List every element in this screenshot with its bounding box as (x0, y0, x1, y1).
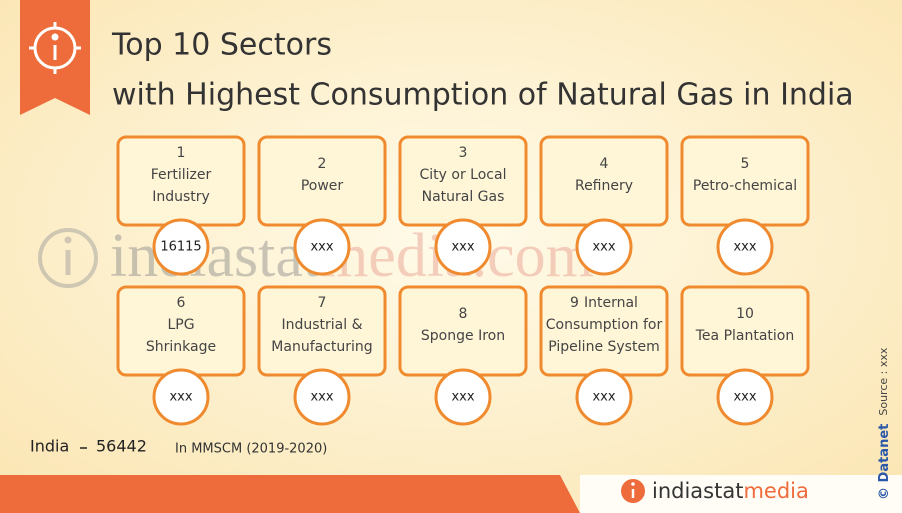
footer-bar (0, 475, 580, 513)
sector-rank: 6 (177, 295, 186, 311)
sector-value: xxx (451, 390, 474, 405)
sector-label: Refinery (575, 178, 633, 194)
sector-label: Fertilizer (151, 167, 212, 183)
sector-label: Tea Plantation (695, 328, 795, 344)
sector-rank: 8 (459, 306, 468, 322)
sector-label: Power (301, 178, 344, 194)
value-circle (152, 218, 210, 276)
sector-rank: 7 (318, 295, 327, 311)
sector-rank: 9 (570, 295, 579, 311)
total-label: India (30, 437, 69, 456)
sector-label: Industry (152, 189, 210, 205)
title-line: with Highest Consumption of Natural Gas … (112, 78, 854, 113)
sector-rank: 4 (600, 156, 609, 172)
sector-label: Industrial & (281, 317, 362, 333)
sector-value: 16115 (160, 240, 201, 255)
side-text: © Datanet Source : xxx (877, 347, 892, 500)
sector-label: LPG (167, 317, 194, 333)
sector-label: Pipeline System (548, 339, 659, 355)
value-circle (575, 218, 633, 276)
sector-value: xxx (733, 240, 756, 255)
sector-value: xxx (592, 240, 615, 255)
sector-label: Natural Gas (422, 189, 505, 205)
sector-label: Manufacturing (271, 339, 372, 355)
value-circle (293, 368, 351, 426)
title-line: Top 10 Sectors (111, 28, 332, 63)
sector-label: Consumption for (546, 317, 663, 333)
sector-grid: 1 Fertilizer Industry 16115 2 Power xxx 3 City o… (116, 135, 810, 426)
sector-value: xxx (310, 390, 333, 405)
logo-part: media (743, 479, 808, 503)
sector-label: Petro-chemical (693, 178, 797, 194)
value-circle (434, 368, 492, 426)
sector-label: City or Local (420, 167, 507, 183)
sector-value: xxx (451, 240, 474, 255)
sector-rank: 10 (736, 306, 754, 322)
watermark-part: indiastat (110, 222, 320, 290)
sector-label: Shrinkage (146, 339, 216, 355)
value-circle (575, 368, 633, 426)
watermark: indiastatmedia.com (38, 222, 594, 290)
logo-part: indiastat (652, 479, 743, 503)
total-value: 56442 (96, 437, 147, 456)
sector-rank: 5 (741, 156, 750, 172)
sector-rank: 3 (459, 145, 468, 161)
logo-text: indiastatmedia (652, 479, 809, 503)
sector-label: Sponge Iron (421, 328, 505, 344)
sector-rank: 1 (177, 145, 186, 161)
watermark-text: indiastatmedia.com (110, 222, 594, 290)
sector-rank: 2 (318, 156, 327, 172)
value-circle (716, 218, 774, 276)
sector-label-line: Internal (584, 295, 638, 311)
brand: © Datanet (877, 424, 892, 500)
info-icon (29, 22, 81, 74)
source: Source : xxx (877, 347, 890, 415)
logo-icon (621, 479, 645, 503)
value-circle (152, 368, 210, 426)
value-circle (716, 368, 774, 426)
sector-value: xxx (169, 390, 192, 405)
sector-value: xxx (592, 390, 615, 405)
sector-value: xxx (310, 240, 333, 255)
value-circle (293, 218, 351, 276)
sector-value: xxx (733, 390, 756, 405)
value-circle (434, 218, 492, 276)
sector-label: 9 Internal (570, 295, 638, 311)
unit-note: In MMSCM (2019-2020) (175, 442, 327, 457)
